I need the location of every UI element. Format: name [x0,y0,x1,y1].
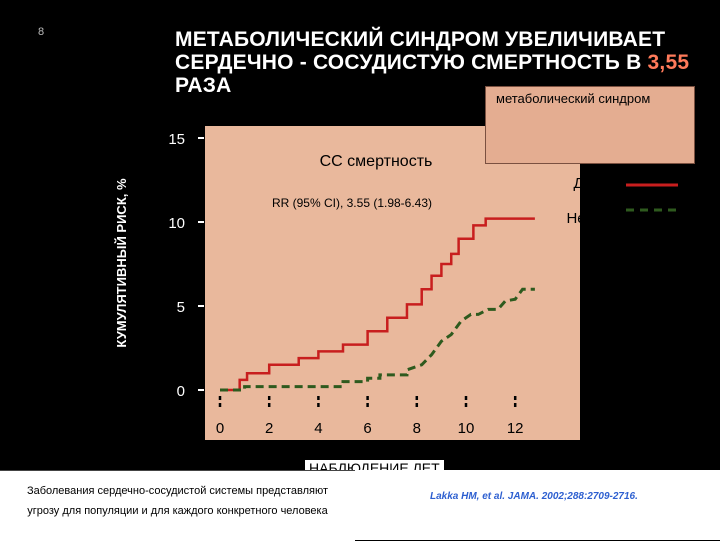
y-tick-label-10: 10 [168,215,185,232]
footnote-text: Заболевания сердечно-сосудистой системы … [26,485,329,517]
y-tick-label-0: 0 [177,383,185,400]
x-tick-label-4: 4 [314,420,322,437]
y-tick-label-15: 15 [168,131,185,148]
legend-box-label: метаболический синдром [496,91,651,106]
title-highlight-value: 3,55 [647,51,690,74]
slide-number: 8 [38,26,45,38]
x-tick-label-2: 2 [265,420,273,437]
y-tick-label-5: 5 [177,299,185,316]
chart-title: СС смертность [320,153,433,170]
plot-area [205,126,580,440]
title-line-3: РАЗА [175,74,232,97]
footnote-box: Заболевания сердечно-сосудистой системы … [0,470,355,541]
legend-label-yes: Да [573,175,592,192]
x-tick-label-12: 12 [507,420,524,437]
title-line-2-text: СЕРДЕЧНО - СОСУДИСТУЮ СМЕРТНОСТЬ В [175,51,648,74]
citation-text: Lakka HM, et al. JAMA. 2002;288:2709-271… [430,491,638,502]
citation-box: Lakka HM, et al. JAMA. 2002;288:2709-271… [355,470,720,540]
series-line-no [220,287,535,392]
slide-title: МЕТАБОЛИЧЕСКИЙ СИНДРОМ УВЕЛИЧИВАЕТ СЕРДЕ… [175,28,715,97]
title-line-2: СЕРДЕЧНО - СОСУДИСТУЮ СМЕРТНОСТЬ В 3,55 [175,51,715,74]
x-tick-label-0: 0 [216,420,224,437]
legend-box: метаболический синдром [485,86,695,164]
y-axis-label: КУМУЛЯТИВНЫЙ РИСК, % [114,178,129,348]
x-tick-label-10: 10 [458,420,475,437]
x-tick-label-6: 6 [363,420,371,437]
chart-annotation: RR (95% CI), 3.55 (1.98-6.43) [272,196,432,210]
title-line-1: МЕТАБОЛИЧЕСКИЙ СИНДРОМ УВЕЛИЧИВАЕТ [175,28,666,51]
x-tick-label-8: 8 [413,420,421,437]
legend-label-no: Нет [566,210,592,227]
series-line-yes [220,217,535,392]
